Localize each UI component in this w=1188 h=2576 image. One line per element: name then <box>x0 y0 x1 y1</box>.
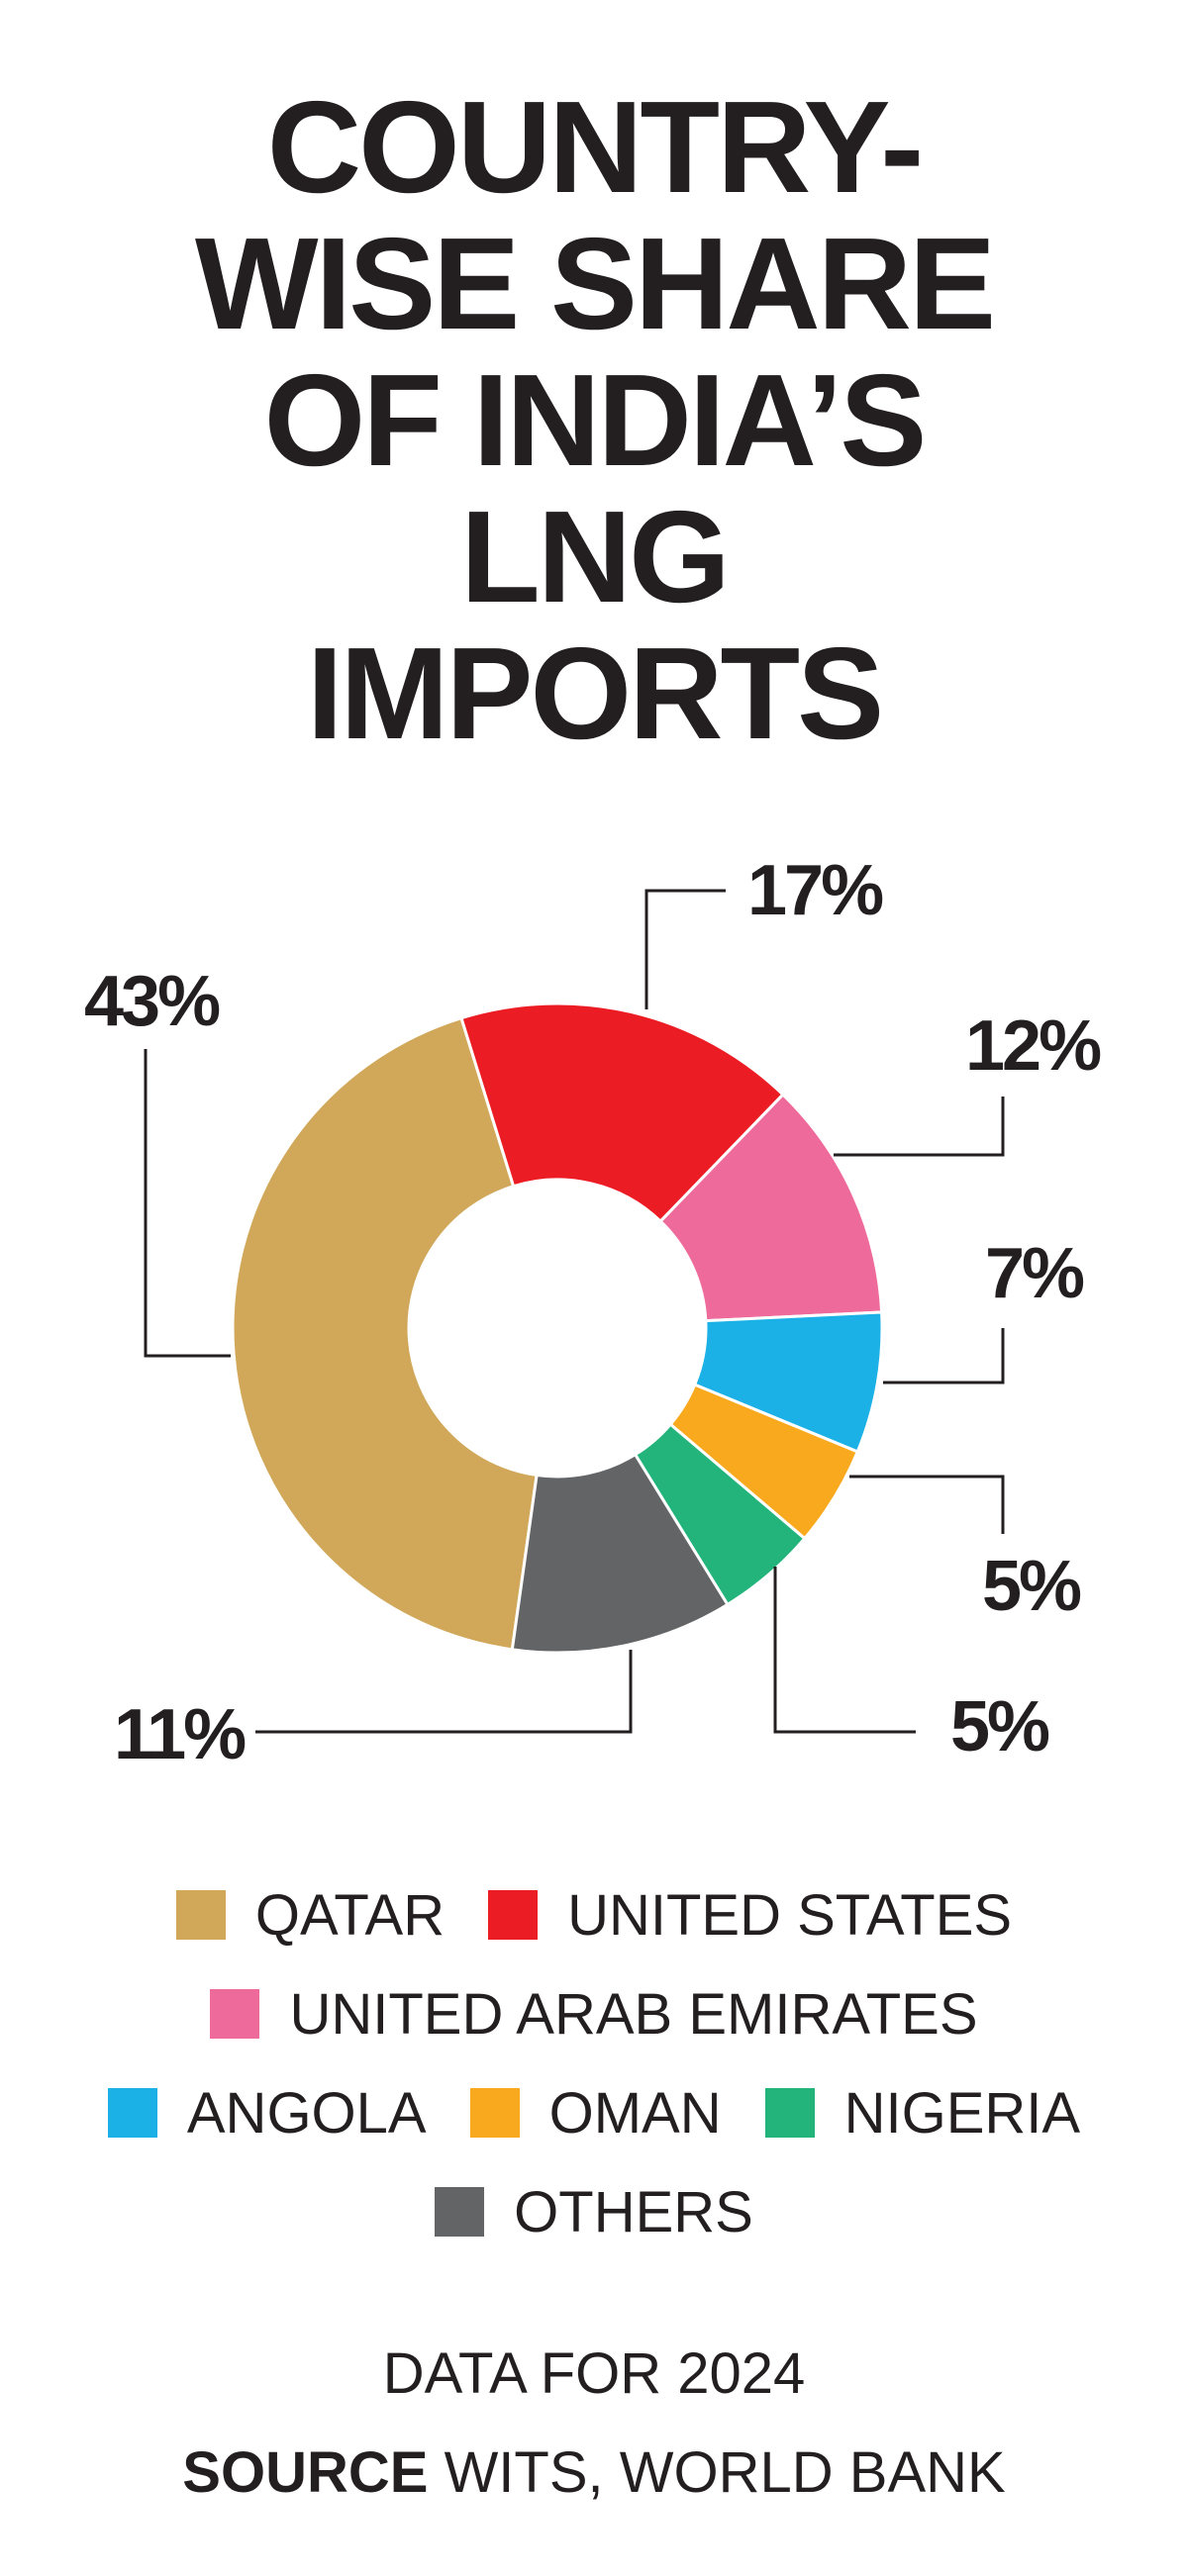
legend-item: QATAR <box>164 1883 456 1948</box>
legend-label: UNITED ARAB EMIRATES <box>289 1981 978 2047</box>
leader-line <box>773 1567 916 1734</box>
slice <box>510 1452 730 1655</box>
legend-swatch <box>764 2088 815 2138</box>
value-label: 43% <box>84 962 220 1041</box>
value-label: 5% <box>982 1547 1081 1626</box>
leader-line <box>883 1328 1005 1384</box>
legend-label: QATAR <box>254 1882 446 1948</box>
leader-line <box>644 889 726 1009</box>
slice <box>658 1092 884 1323</box>
legend-item: UNITED STATES <box>476 1883 1024 1948</box>
legend-item: OTHERS <box>423 2179 765 2244</box>
legend-swatch <box>107 2088 157 2138</box>
legend-label: NIGERIA <box>843 2080 1081 2146</box>
slice <box>459 1002 785 1224</box>
legend-item: UNITED ARAB EMIRATES <box>198 1982 989 2047</box>
value-label: 11% <box>114 1695 246 1774</box>
legend-item: OMAN <box>458 2081 734 2146</box>
legend: QATAR UNITED STATES UNITED ARAB EMIRATES AN… <box>59 1883 1129 2244</box>
source-label: SOURCE <box>182 2440 429 2505</box>
legend-swatch <box>488 1890 539 1940</box>
source-text: WITS, WORLD BANK <box>444 2440 1006 2505</box>
legend-swatch <box>175 1890 226 1940</box>
leader-line <box>255 1650 633 1734</box>
legend-label: UNITED STATES <box>567 1882 1013 1948</box>
note: DATA FOR 2024 <box>382 2341 806 2406</box>
leader-line <box>144 1049 231 1358</box>
leader-line <box>834 1097 1005 1157</box>
legend-item: NIGERIA <box>753 2081 1093 2146</box>
source: SOURCE WITS, WORLD BANK <box>0 2439 1188 2506</box>
legend-label: OTHERS <box>514 2179 753 2244</box>
legend-swatch <box>469 2088 520 2138</box>
legend-label: ANGOLA <box>186 2080 427 2146</box>
value-label: 7% <box>985 1234 1084 1313</box>
slice <box>231 1015 539 1652</box>
leader-line <box>849 1475 1005 1534</box>
value-label: 5% <box>950 1687 1049 1766</box>
legend-swatch <box>210 1989 260 2039</box>
value-label: 17% <box>747 851 883 930</box>
chart-title: COUNTRY-WISE SHARE OF INDIA’S LNG IMPORT… <box>194 74 996 766</box>
value-label: 12% <box>965 1006 1101 1086</box>
legend-swatch <box>435 2187 485 2237</box>
legend-item: ANGOLA <box>96 2081 439 2146</box>
legend-label: OMAN <box>548 2080 722 2146</box>
